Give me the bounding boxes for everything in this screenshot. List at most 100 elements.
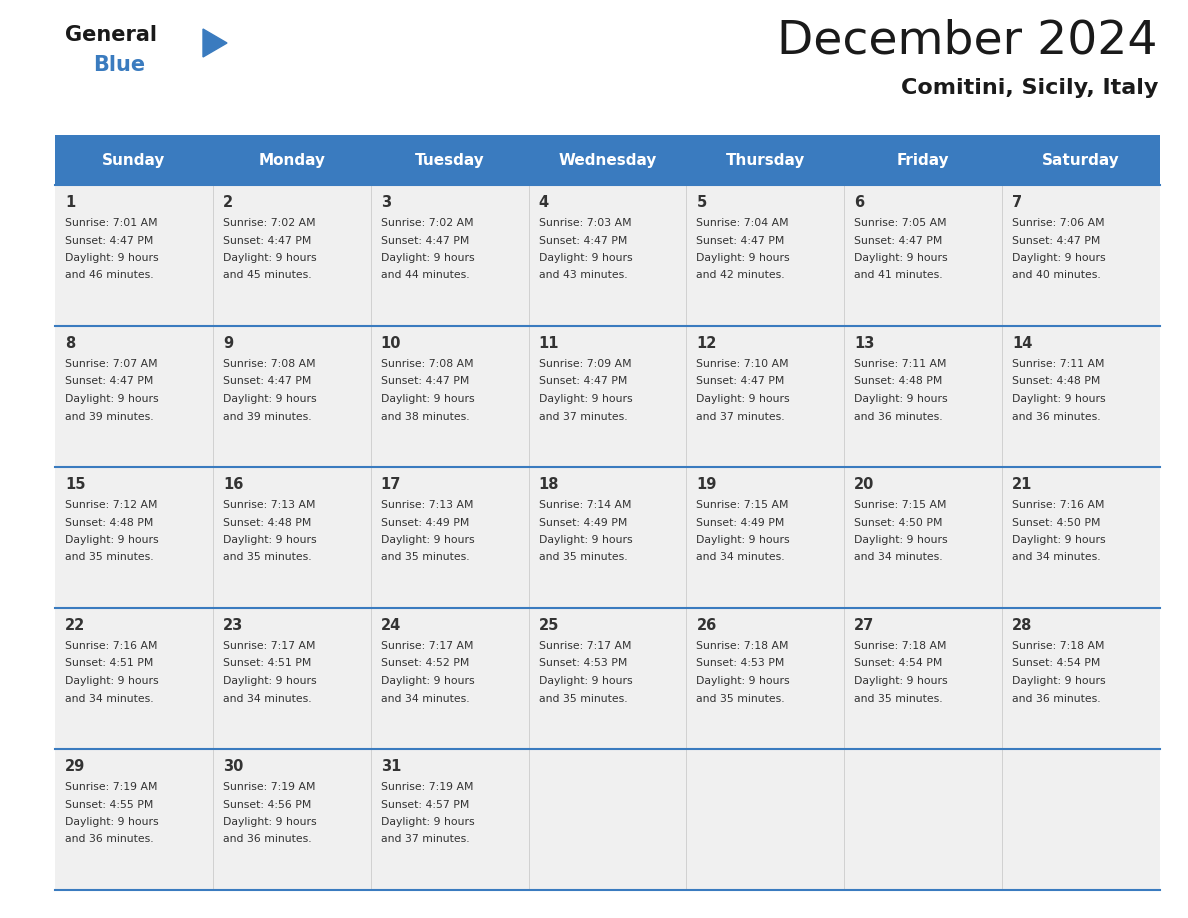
Text: Daylight: 9 hours: Daylight: 9 hours [223, 535, 316, 545]
Text: Sunrise: 7:15 AM: Sunrise: 7:15 AM [854, 500, 947, 510]
Text: Sunrise: 7:18 AM: Sunrise: 7:18 AM [696, 641, 789, 651]
Text: Daylight: 9 hours: Daylight: 9 hours [380, 817, 474, 827]
Text: Sunset: 4:47 PM: Sunset: 4:47 PM [65, 376, 153, 386]
Text: Daylight: 9 hours: Daylight: 9 hours [854, 394, 948, 404]
Text: Sunrise: 7:03 AM: Sunrise: 7:03 AM [538, 218, 631, 228]
Text: Sunset: 4:47 PM: Sunset: 4:47 PM [1012, 236, 1100, 245]
Text: 23: 23 [223, 618, 244, 633]
Text: 19: 19 [696, 477, 716, 492]
Text: Daylight: 9 hours: Daylight: 9 hours [1012, 535, 1106, 545]
Text: and 37 minutes.: and 37 minutes. [696, 411, 785, 421]
Text: Sunday: Sunday [102, 152, 165, 167]
Text: Sunset: 4:53 PM: Sunset: 4:53 PM [538, 658, 627, 668]
Text: and 44 minutes.: and 44 minutes. [380, 271, 469, 281]
Text: 8: 8 [65, 336, 75, 351]
Text: and 46 minutes.: and 46 minutes. [65, 271, 153, 281]
Text: 6: 6 [854, 195, 865, 210]
Text: Sunrise: 7:17 AM: Sunrise: 7:17 AM [380, 641, 473, 651]
Text: 31: 31 [380, 759, 402, 774]
Text: 25: 25 [538, 618, 558, 633]
Text: 28: 28 [1012, 618, 1032, 633]
Text: Daylight: 9 hours: Daylight: 9 hours [696, 394, 790, 404]
Text: Sunset: 4:47 PM: Sunset: 4:47 PM [854, 236, 942, 245]
Text: Sunset: 4:48 PM: Sunset: 4:48 PM [65, 518, 153, 528]
Text: Wednesday: Wednesday [558, 152, 657, 167]
Text: Sunrise: 7:11 AM: Sunrise: 7:11 AM [1012, 359, 1105, 369]
Text: Sunrise: 7:17 AM: Sunrise: 7:17 AM [223, 641, 315, 651]
Text: 17: 17 [380, 477, 402, 492]
Text: Sunset: 4:47 PM: Sunset: 4:47 PM [696, 376, 785, 386]
Text: Sunset: 4:50 PM: Sunset: 4:50 PM [854, 518, 943, 528]
Text: Sunset: 4:48 PM: Sunset: 4:48 PM [223, 518, 311, 528]
Bar [55, 185, 1159, 326]
Text: Daylight: 9 hours: Daylight: 9 hours [380, 676, 474, 686]
Text: 21: 21 [1012, 477, 1032, 492]
Text: Daylight: 9 hours: Daylight: 9 hours [538, 253, 632, 263]
Text: Sunset: 4:49 PM: Sunset: 4:49 PM [380, 518, 469, 528]
Text: Daylight: 9 hours: Daylight: 9 hours [65, 394, 159, 404]
Text: and 41 minutes.: and 41 minutes. [854, 271, 943, 281]
Text: Sunset: 4:53 PM: Sunset: 4:53 PM [696, 658, 785, 668]
Text: 30: 30 [223, 759, 244, 774]
Text: Sunrise: 7:12 AM: Sunrise: 7:12 AM [65, 500, 158, 510]
Text: and 36 minutes.: and 36 minutes. [854, 411, 943, 421]
Text: Daylight: 9 hours: Daylight: 9 hours [380, 394, 474, 404]
Text: 20: 20 [854, 477, 874, 492]
Text: Sunrise: 7:16 AM: Sunrise: 7:16 AM [65, 641, 158, 651]
Text: Daylight: 9 hours: Daylight: 9 hours [696, 676, 790, 686]
Text: and 36 minutes.: and 36 minutes. [223, 834, 311, 845]
Text: and 39 minutes.: and 39 minutes. [65, 411, 153, 421]
Text: Sunrise: 7:08 AM: Sunrise: 7:08 AM [223, 359, 316, 369]
Text: Sunset: 4:54 PM: Sunset: 4:54 PM [854, 658, 942, 668]
Text: and 35 minutes.: and 35 minutes. [380, 553, 469, 563]
Text: Monday: Monday [258, 152, 326, 167]
Text: Daylight: 9 hours: Daylight: 9 hours [538, 394, 632, 404]
Text: 12: 12 [696, 336, 716, 351]
Bar [55, 135, 1159, 185]
Text: Sunset: 4:56 PM: Sunset: 4:56 PM [223, 800, 311, 810]
Text: and 36 minutes.: and 36 minutes. [1012, 693, 1101, 703]
Text: 24: 24 [380, 618, 402, 633]
Text: Daylight: 9 hours: Daylight: 9 hours [223, 676, 316, 686]
Text: Sunrise: 7:09 AM: Sunrise: 7:09 AM [538, 359, 631, 369]
Text: Sunset: 4:47 PM: Sunset: 4:47 PM [538, 376, 627, 386]
Text: 15: 15 [65, 477, 86, 492]
Text: Daylight: 9 hours: Daylight: 9 hours [1012, 676, 1106, 686]
Text: 7: 7 [1012, 195, 1022, 210]
Bar [55, 749, 1159, 890]
Text: Blue: Blue [93, 55, 145, 75]
Bar [55, 326, 1159, 467]
Text: 16: 16 [223, 477, 244, 492]
Text: Sunrise: 7:15 AM: Sunrise: 7:15 AM [696, 500, 789, 510]
Text: Sunrise: 7:16 AM: Sunrise: 7:16 AM [1012, 500, 1105, 510]
Text: Sunset: 4:57 PM: Sunset: 4:57 PM [380, 800, 469, 810]
Text: Sunrise: 7:02 AM: Sunrise: 7:02 AM [380, 218, 473, 228]
Text: and 34 minutes.: and 34 minutes. [223, 693, 311, 703]
Text: and 36 minutes.: and 36 minutes. [65, 834, 153, 845]
Text: 11: 11 [538, 336, 560, 351]
Text: and 40 minutes.: and 40 minutes. [1012, 271, 1101, 281]
Text: and 42 minutes.: and 42 minutes. [696, 271, 785, 281]
Text: Sunrise: 7:18 AM: Sunrise: 7:18 AM [854, 641, 947, 651]
Text: Sunrise: 7:07 AM: Sunrise: 7:07 AM [65, 359, 158, 369]
Text: and 37 minutes.: and 37 minutes. [538, 411, 627, 421]
Text: Friday: Friday [897, 152, 949, 167]
Text: Sunrise: 7:02 AM: Sunrise: 7:02 AM [223, 218, 316, 228]
Text: Daylight: 9 hours: Daylight: 9 hours [854, 535, 948, 545]
Bar [55, 467, 1159, 608]
Text: Sunset: 4:47 PM: Sunset: 4:47 PM [380, 376, 469, 386]
Text: Daylight: 9 hours: Daylight: 9 hours [538, 535, 632, 545]
Text: Daylight: 9 hours: Daylight: 9 hours [1012, 394, 1106, 404]
Text: and 38 minutes.: and 38 minutes. [380, 411, 469, 421]
Text: Daylight: 9 hours: Daylight: 9 hours [538, 676, 632, 686]
Text: Sunrise: 7:01 AM: Sunrise: 7:01 AM [65, 218, 158, 228]
Polygon shape [203, 29, 227, 57]
Text: and 35 minutes.: and 35 minutes. [65, 553, 153, 563]
Text: and 35 minutes.: and 35 minutes. [223, 553, 311, 563]
Text: Sunset: 4:55 PM: Sunset: 4:55 PM [65, 800, 153, 810]
Text: 10: 10 [380, 336, 402, 351]
Text: Sunset: 4:47 PM: Sunset: 4:47 PM [380, 236, 469, 245]
Text: Daylight: 9 hours: Daylight: 9 hours [854, 253, 948, 263]
Text: Sunrise: 7:04 AM: Sunrise: 7:04 AM [696, 218, 789, 228]
Text: Sunset: 4:48 PM: Sunset: 4:48 PM [854, 376, 942, 386]
